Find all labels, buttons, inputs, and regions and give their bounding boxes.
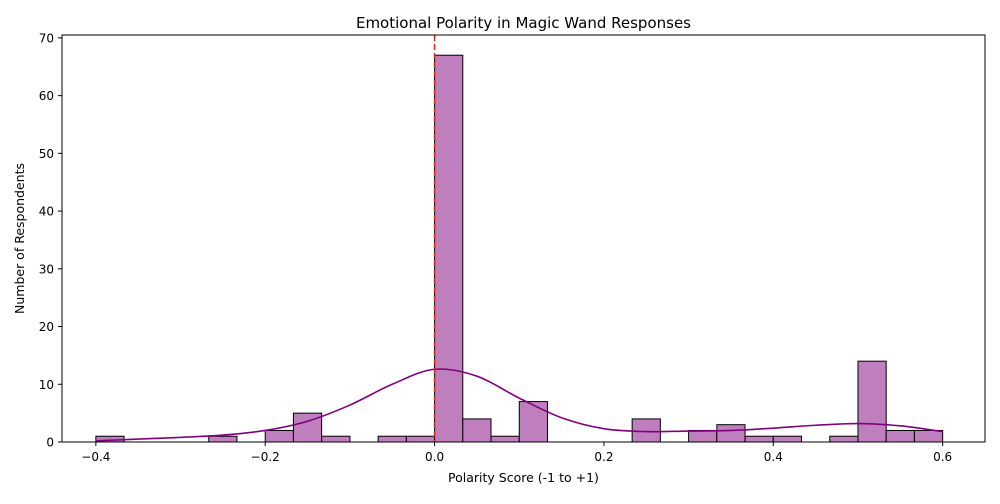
plot-frame [61,34,986,443]
y-tick-label: 20 [39,320,54,334]
y-tick-label: 60 [39,89,54,103]
histogram-bar [405,435,436,443]
y-tick-label: 50 [39,147,54,161]
x-axis-title: Polarity Score (-1 to +1) [448,470,599,485]
histogram-bar [744,435,774,443]
histogram-bar [829,435,859,443]
x-tick-label: −0.2 [251,450,280,464]
kde-curve-layer [95,368,943,442]
histogram-bar [434,54,464,443]
histogram-bar [857,360,887,443]
y-tick-label: 70 [39,31,54,45]
histogram-bar [688,429,718,443]
x-tick-label: 0.4 [764,450,783,464]
x-tick-label: 0.6 [933,450,952,464]
y-tick-label: 0 [46,436,54,450]
histogram-bar [264,429,294,443]
histogram-bar [490,435,520,443]
histogram-bar [913,429,944,443]
histogram-bar [321,435,351,443]
x-tick-label: 0.0 [425,450,444,464]
histogram-bar [208,435,238,443]
y-axis-title: Number of Respondents [12,163,27,314]
y-tick-label: 30 [39,262,54,276]
histogram-bars [95,54,944,443]
chart-title: Emotional Polarity in Magic Wand Respons… [356,14,691,32]
x-tick-label: −0.4 [81,450,110,464]
kde-curve [95,368,943,442]
histogram-bar [377,435,407,443]
histogram-bar [885,429,915,443]
y-tick-label: 40 [39,205,54,219]
x-axis-ticks: −0.4 −0.2 0.0 0.2 0.4 0.6 [81,442,952,464]
y-tick-label: 10 [39,378,54,392]
histogram-bar [518,401,548,443]
histogram-bar [631,418,661,443]
histogram-bar [716,424,746,443]
histogram-bar [462,418,492,443]
y-axis-ticks: 0 10 20 30 40 50 60 70 [39,31,62,450]
x-tick-label: 0.2 [594,450,613,464]
histogram-bar [772,435,802,443]
